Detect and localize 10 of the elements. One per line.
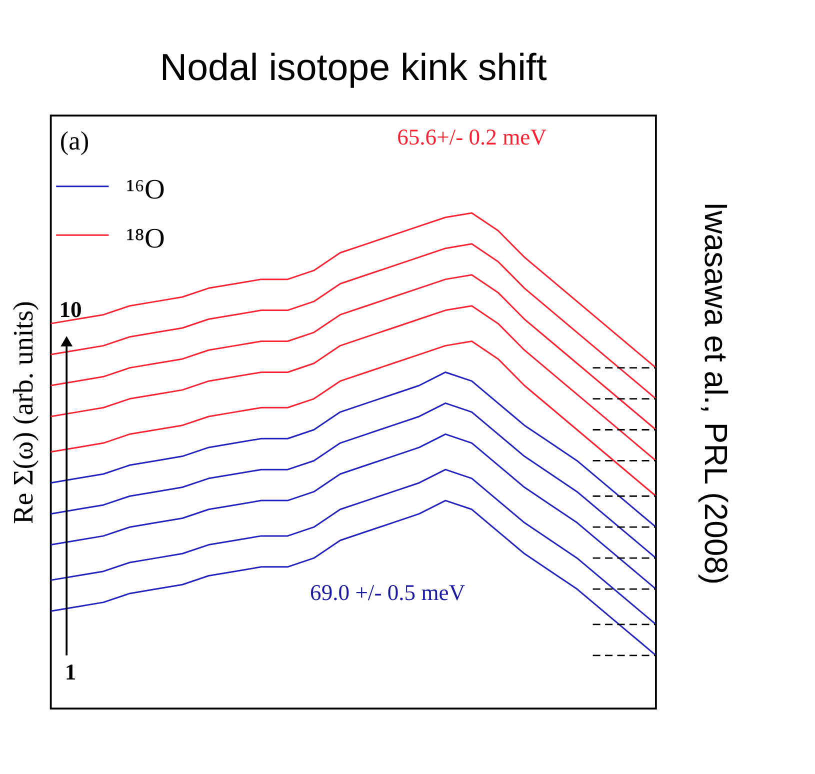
chart-title: Nodal isotope kink shift: [160, 46, 548, 88]
legend-label: ¹⁸O: [126, 223, 165, 254]
text: 1: [64, 660, 76, 685]
legend-label: ¹⁶O: [126, 174, 165, 206]
text: (a): [60, 126, 90, 156]
annotation: 69.0 +/- 0.5 meV: [310, 580, 466, 606]
text: 65.6+/- 0.2 meV: [397, 124, 548, 150]
text: Iwasawa et al., PRL (2008): [698, 202, 734, 585]
annotation: 10: [59, 296, 82, 322]
y-axis-title: Re Σ(ω) (arb. units): [8, 300, 40, 524]
